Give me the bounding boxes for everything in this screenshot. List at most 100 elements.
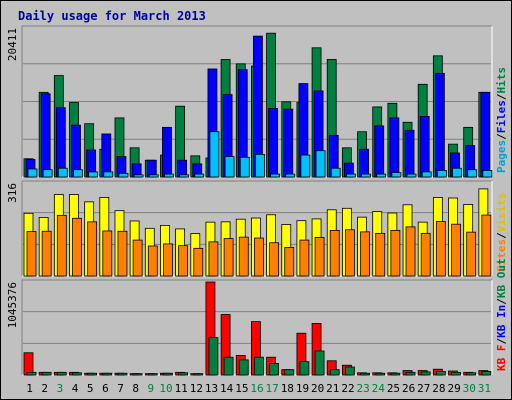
bar-sites-day-31 <box>481 214 492 277</box>
chart-panels: 20411Pages/Files/Hits316Sites/Visits1045… <box>6 25 508 376</box>
bar-kb-in-day-9 <box>147 373 158 376</box>
bar-sites-day-1 <box>26 231 37 277</box>
bar-kb-in-day-10 <box>163 372 173 376</box>
x-tick-day-17: 17 <box>266 382 279 395</box>
x-tick-day-23: 23 <box>357 382 370 395</box>
bar-sites-day-26 <box>405 226 416 277</box>
x-tick-day-15: 15 <box>235 382 248 395</box>
legend-kbf-kbin-kbout: KB F/KB In/KB Out <box>495 258 508 371</box>
bar-files-day-17 <box>268 107 278 178</box>
bar-sites-day-13 <box>208 241 219 277</box>
bar-kb-in-day-29 <box>451 371 461 376</box>
bar-sites-day-25 <box>390 229 401 277</box>
bar-kb-in-day-2 <box>41 371 52 376</box>
bar-sites-day-17 <box>269 242 279 277</box>
bar-sites-day-11 <box>178 245 189 277</box>
x-tick-day-30: 30 <box>463 382 476 395</box>
bar-sites-day-9 <box>147 245 158 277</box>
bar-sites-day-27 <box>420 232 431 277</box>
bar-sites-day-24 <box>375 232 386 277</box>
x-tick-day-20: 20 <box>311 382 324 395</box>
legend-text: KB F/KB In/KB Out <box>495 258 508 371</box>
x-tick-day-10: 10 <box>159 382 172 395</box>
bar-kb-in-day-30 <box>466 372 477 376</box>
bar-kb-in-day-31 <box>481 371 492 376</box>
bar-pages-day-4 <box>73 169 83 178</box>
x-tick-day-14: 14 <box>220 382 234 395</box>
bars-kbf-kbin-kbout <box>23 281 492 376</box>
bars-visits-sites <box>23 188 492 277</box>
bar-files-day-2 <box>40 93 51 178</box>
bar-kb-in-day-13 <box>208 337 219 376</box>
bar-sites-day-7 <box>117 230 128 277</box>
x-tick-day-5: 5 <box>87 382 94 395</box>
bar-sites-day-5 <box>87 221 98 277</box>
bar-pages-day-26 <box>406 173 417 178</box>
bar-kb-in-day-22 <box>344 366 355 376</box>
bar-pages-day-23 <box>361 173 371 178</box>
legend-item: KB Out <box>495 258 508 298</box>
bar-pages-day-30 <box>467 169 478 178</box>
bar-files-day-3 <box>55 107 66 178</box>
bar-sites-day-15 <box>238 236 249 277</box>
legend-visits-sites: Sites/Visits <box>495 193 508 273</box>
x-tick-day-8: 8 <box>132 382 139 395</box>
bar-pages-day-11 <box>179 174 190 178</box>
y-max-label: 316 <box>6 183 19 203</box>
bar-pages-day-27 <box>421 171 432 178</box>
bar-sites-day-20 <box>314 237 325 277</box>
bar-files-day-27 <box>419 116 430 178</box>
bar-pages-day-14 <box>224 156 235 178</box>
legend-separator: / <box>495 338 508 345</box>
legend-item: Pages <box>495 140 508 173</box>
bar-kb-in-day-11 <box>178 372 189 376</box>
bar-kb-in-day-16 <box>254 356 264 376</box>
bar-kb-in-day-21 <box>329 369 340 376</box>
y-max-label: 20411 <box>6 28 19 61</box>
x-tick-day-22: 22 <box>341 382 354 395</box>
bar-files-day-24 <box>374 125 385 178</box>
x-tick-day-7: 7 <box>117 382 124 395</box>
bar-sites-day-3 <box>56 214 67 277</box>
bar-pages-day-19 <box>300 154 311 178</box>
bar-kb-in-day-28 <box>435 371 446 376</box>
x-tick-day-12: 12 <box>190 382 203 395</box>
bar-pages-day-20 <box>315 150 326 178</box>
y-max-label: 1045376 <box>6 282 19 328</box>
bar-kb-in-day-5 <box>87 372 98 376</box>
bar-kb-f-day-1 <box>23 352 34 376</box>
x-tick-day-18: 18 <box>281 382 294 395</box>
legend-item: KB In <box>495 305 508 338</box>
bar-files-day-18 <box>283 108 294 178</box>
legend-item: Sites <box>495 239 508 272</box>
bar-pages-day-13 <box>209 131 220 178</box>
bar-sites-day-18 <box>284 247 295 277</box>
bar-pages-day-3 <box>57 167 68 178</box>
bar-files-day-25 <box>389 117 400 178</box>
bar-pages-day-31 <box>482 170 493 178</box>
legend-separator: / <box>495 232 508 239</box>
bar-files-day-4 <box>71 124 81 178</box>
x-tick-day-26: 26 <box>402 382 415 395</box>
legend-separator: / <box>495 93 508 100</box>
bar-kb-in-day-24 <box>375 372 386 376</box>
legend-text: Sites/Visits <box>495 193 508 273</box>
x-tick-day-9: 9 <box>148 382 155 395</box>
bar-sites-day-2 <box>41 230 52 277</box>
bar-pages-day-15 <box>239 156 250 178</box>
legend-separator: / <box>495 133 508 140</box>
x-tick-day-6: 6 <box>102 382 109 395</box>
bar-sites-day-4 <box>72 217 82 277</box>
bar-sites-day-10 <box>163 243 173 277</box>
bar-sites-day-21 <box>329 229 340 277</box>
bar-sites-day-23 <box>360 231 370 277</box>
x-tick-day-24: 24 <box>372 382 386 395</box>
bar-sites-day-8 <box>132 239 143 277</box>
bar-kb-in-day-23 <box>360 372 370 376</box>
bar-pages-day-12 <box>194 173 205 178</box>
bar-sites-day-22 <box>344 229 355 277</box>
bar-files-day-23 <box>359 148 369 178</box>
bar-kb-in-day-8 <box>132 373 143 376</box>
